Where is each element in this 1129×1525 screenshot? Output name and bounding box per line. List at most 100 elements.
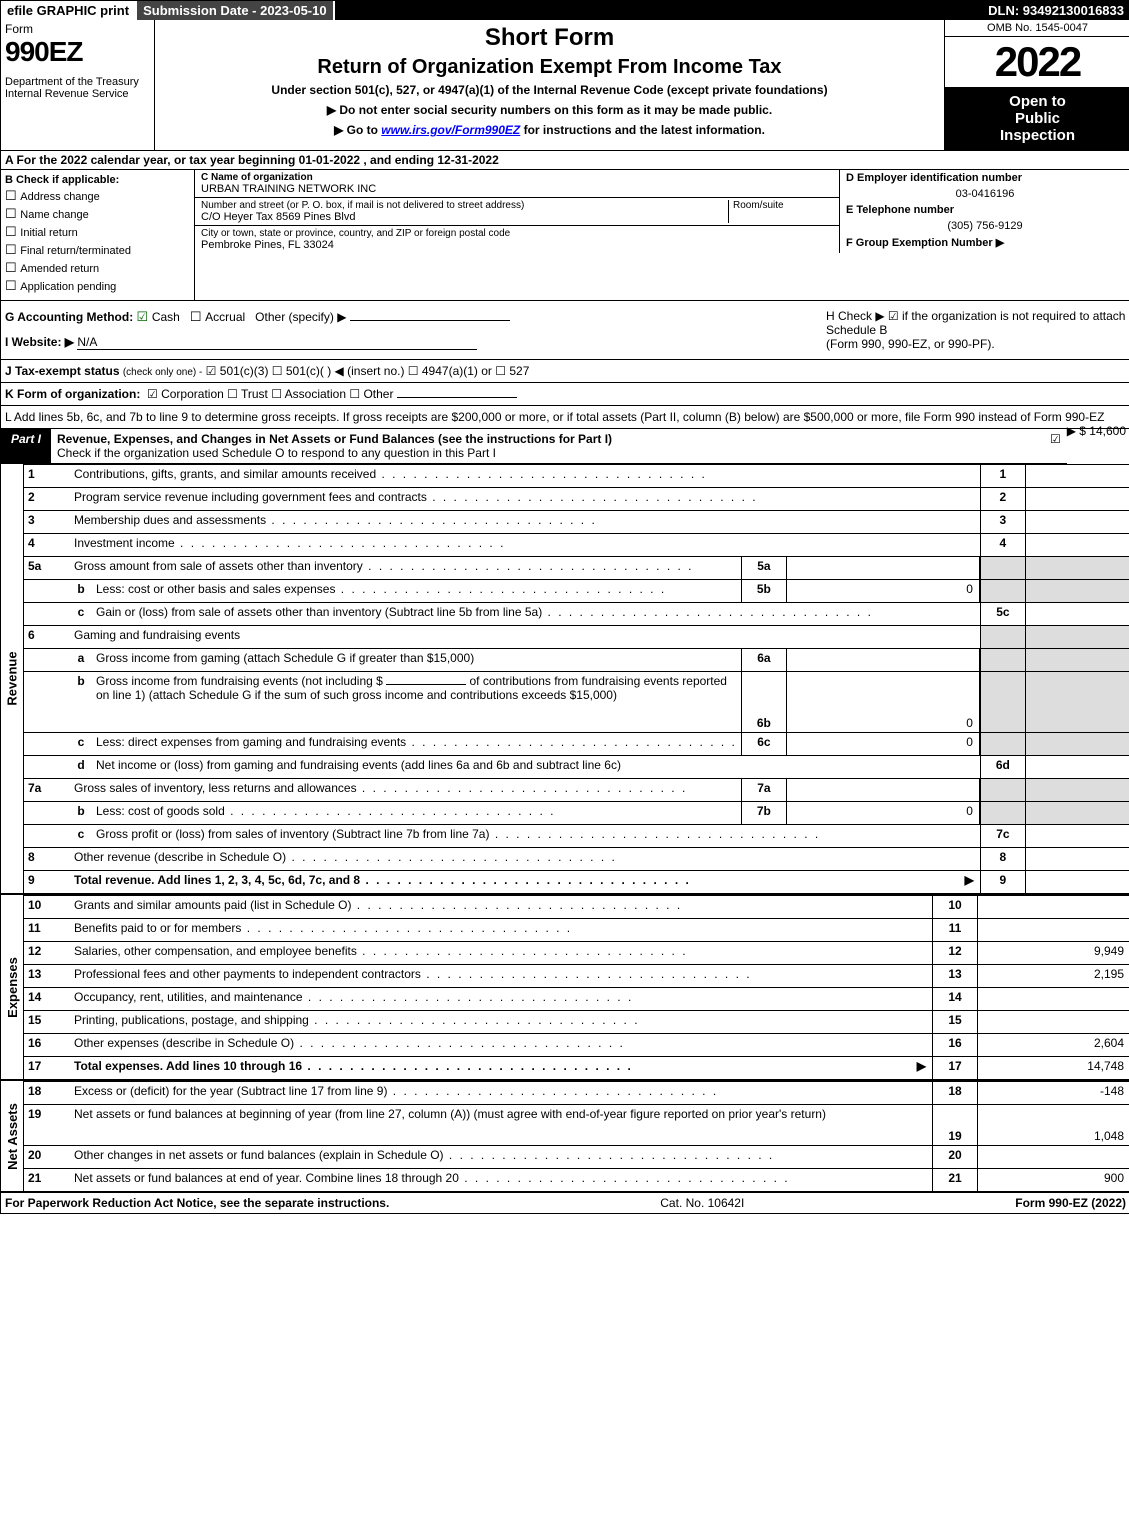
street-label: Number and street (or P. O. box, if mail…	[201, 200, 728, 211]
open-2: Public	[949, 110, 1126, 127]
irs-link[interactable]: www.irs.gov/Form990EZ	[381, 123, 520, 137]
main-title: Return of Organization Exempt From Incom…	[163, 56, 936, 79]
expenses-vlabel: Expenses	[1, 895, 24, 1079]
form-word: Form	[5, 22, 150, 36]
footer-left: For Paperwork Reduction Act Notice, see …	[5, 1196, 389, 1210]
part1-header-row: Part I Revenue, Expenses, and Changes in…	[1, 429, 1067, 464]
b-title: B Check if applicable:	[5, 174, 190, 186]
line-14: 14Occupancy, rent, utilities, and mainte…	[24, 987, 1129, 1010]
e-label: E Telephone number	[840, 202, 1129, 218]
f-label: F Group Exemption Number ▶	[840, 234, 1129, 251]
section-b-to-f: B Check if applicable: Address change Na…	[1, 170, 1129, 300]
section-c-to-f: C Name of organization URBAN TRAINING NE…	[195, 170, 1129, 300]
chk-address-change[interactable]: Address change	[5, 188, 190, 204]
room-label: Room/suite	[733, 200, 833, 211]
instruct-pre: Go to	[347, 123, 382, 137]
under-section: Under section 501(c), 527, or 4947(a)(1)…	[163, 83, 936, 97]
j-opts[interactable]: ☑ 501(c)(3) ☐ 501(c)( ) ◀ (insert no.) ☐…	[206, 364, 530, 378]
h-sub: (Form 990, 990-EZ, or 990-PF).	[826, 337, 1126, 351]
short-form-label: Short Form	[163, 24, 936, 52]
chk-initial-return[interactable]: Initial return	[5, 224, 190, 240]
line-20: 20Other changes in net assets or fund ba…	[24, 1145, 1129, 1168]
section-d-e-f: D Employer identification number 03-0416…	[840, 170, 1129, 253]
part1-checked[interactable]: ☑	[1044, 429, 1067, 463]
expenses-section: Expenses 10Grants and similar amounts pa…	[1, 893, 1129, 1079]
ein-value: 03-0416196	[840, 186, 1129, 202]
efile-label[interactable]: efile GRAPHIC print	[1, 1, 137, 20]
header-center: Short Form Return of Organization Exempt…	[155, 20, 944, 150]
part1-title: Revenue, Expenses, and Changes in Net As…	[51, 429, 1044, 463]
form-container: efile GRAPHIC print Submission Date - 20…	[0, 0, 1129, 1214]
netassets-vlabel: Net Assets	[1, 1081, 24, 1191]
line-13: 13Professional fees and other payments t…	[24, 964, 1129, 987]
line-5c: cGain or (loss) from sale of assets othe…	[24, 602, 1129, 625]
omb-number: OMB No. 1545-0047	[945, 20, 1129, 37]
k-opts[interactable]: ☑ Corporation ☐ Trust ☐ Association ☐ Ot…	[147, 387, 393, 401]
chk-final-return[interactable]: Final return/terminated	[5, 242, 190, 258]
top-bar: efile GRAPHIC print Submission Date - 20…	[1, 1, 1129, 20]
line-12: 12Salaries, other compensation, and empl…	[24, 941, 1129, 964]
line-15: 15Printing, publications, postage, and s…	[24, 1010, 1129, 1033]
line-3: 3Membership dues and assessments 30	[24, 510, 1129, 533]
i-website: I Website: ▶ N/A	[5, 335, 818, 350]
open-3: Inspection	[949, 127, 1126, 144]
street-value: C/O Heyer Tax 8569 Pines Blvd	[201, 211, 728, 223]
d-label: D Employer identification number	[840, 170, 1129, 186]
line-5a: 5aGross amount from sale of assets other…	[24, 556, 1129, 579]
i-label: I Website: ▶	[5, 335, 74, 349]
section-j: J Tax-exempt status (check only one) - ☑…	[1, 360, 1129, 383]
line-6c: cLess: direct expenses from gaming and f…	[24, 732, 1129, 755]
line-7a: 7aGross sales of inventory, less returns…	[24, 778, 1129, 801]
line-17: 17Total expenses. Add lines 10 through 1…	[24, 1056, 1129, 1079]
part1-check-line: Check if the organization used Schedule …	[57, 446, 496, 460]
j-sub: (check only one) -	[123, 367, 202, 378]
l-value: ▶ $ 14,600	[1067, 424, 1126, 438]
chk-application-pending[interactable]: Application pending	[5, 278, 190, 294]
l-text: L Add lines 5b, 6c, and 7b to line 9 to …	[5, 410, 1104, 424]
open-1: Open to	[949, 93, 1126, 110]
submission-date: Submission Date - 2023-05-10	[137, 1, 335, 20]
revenue-section: Revenue 1Contributions, gifts, grants, a…	[1, 464, 1129, 893]
form-footer: For Paperwork Reduction Act Notice, see …	[1, 1192, 1129, 1213]
part1-tab: Part I	[1, 429, 51, 463]
org-name: URBAN TRAINING NETWORK INC	[201, 183, 833, 195]
section-a: A For the 2022 calendar year, or tax yea…	[1, 151, 1129, 170]
g-other[interactable]: Other (specify) ▶	[255, 310, 346, 324]
revenue-vlabel: Revenue	[1, 464, 24, 893]
tel-value: (305) 756-9129	[840, 218, 1129, 234]
j-label: J Tax-exempt status	[5, 364, 120, 378]
line-6b: b Gross income from fundraising events (…	[24, 671, 1129, 732]
line-7b: bLess: cost of goods sold 7b0	[24, 801, 1129, 824]
line-9: 9Total revenue. Add lines 1, 2, 3, 4, 5c…	[24, 870, 1129, 893]
dept-line-1: Department of the Treasury	[5, 76, 150, 88]
section-c: C Name of organization URBAN TRAINING NE…	[195, 170, 840, 253]
g-cash[interactable]: Cash	[137, 310, 180, 324]
c-label: C Name of organization	[201, 172, 833, 183]
h-label: H Check ▶ ☑ if the organization is not r…	[826, 309, 1126, 337]
line-21: 21Net assets or fund balances at end of …	[24, 1168, 1129, 1191]
city-value: Pembroke Pines, FL 33024	[201, 239, 833, 251]
dept-line-2: Internal Revenue Service	[5, 88, 150, 100]
k-label: K Form of organization:	[5, 387, 140, 401]
open-public-badge: Open to Public Inspection	[945, 87, 1129, 150]
line-7c: cGross profit or (loss) from sales of in…	[24, 824, 1129, 847]
line-18: 18Excess or (deficit) for the year (Subt…	[24, 1081, 1129, 1104]
line-8: 8Other revenue (describe in Schedule O) …	[24, 847, 1129, 870]
line-5b: bLess: cost or other basis and sales exp…	[24, 579, 1129, 602]
section-l: L Add lines 5b, 6c, and 7b to line 9 to …	[1, 406, 1129, 429]
line-4: 4Investment income 40	[24, 533, 1129, 556]
line-16: 16Other expenses (describe in Schedule O…	[24, 1033, 1129, 1056]
chk-name-change[interactable]: Name change	[5, 206, 190, 222]
line-11: 11Benefits paid to or for members 11	[24, 918, 1129, 941]
line-6a: aGross income from gaming (attach Schedu…	[24, 648, 1129, 671]
line-19: 19Net assets or fund balances at beginni…	[24, 1104, 1129, 1145]
netassets-section: Net Assets 18Excess or (deficit) for the…	[1, 1079, 1129, 1192]
chk-amended-return[interactable]: Amended return	[5, 260, 190, 276]
form-number: 990EZ	[5, 36, 150, 68]
line-6: 6Gaming and fundraising events	[24, 625, 1129, 648]
footer-right: Form 990-EZ (2022)	[1015, 1196, 1126, 1210]
line-10: 10Grants and similar amounts paid (list …	[24, 895, 1129, 918]
g-accrual[interactable]: Accrual	[190, 310, 245, 324]
section-b: B Check if applicable: Address change Na…	[1, 170, 195, 300]
tax-year: 2022	[945, 37, 1129, 87]
